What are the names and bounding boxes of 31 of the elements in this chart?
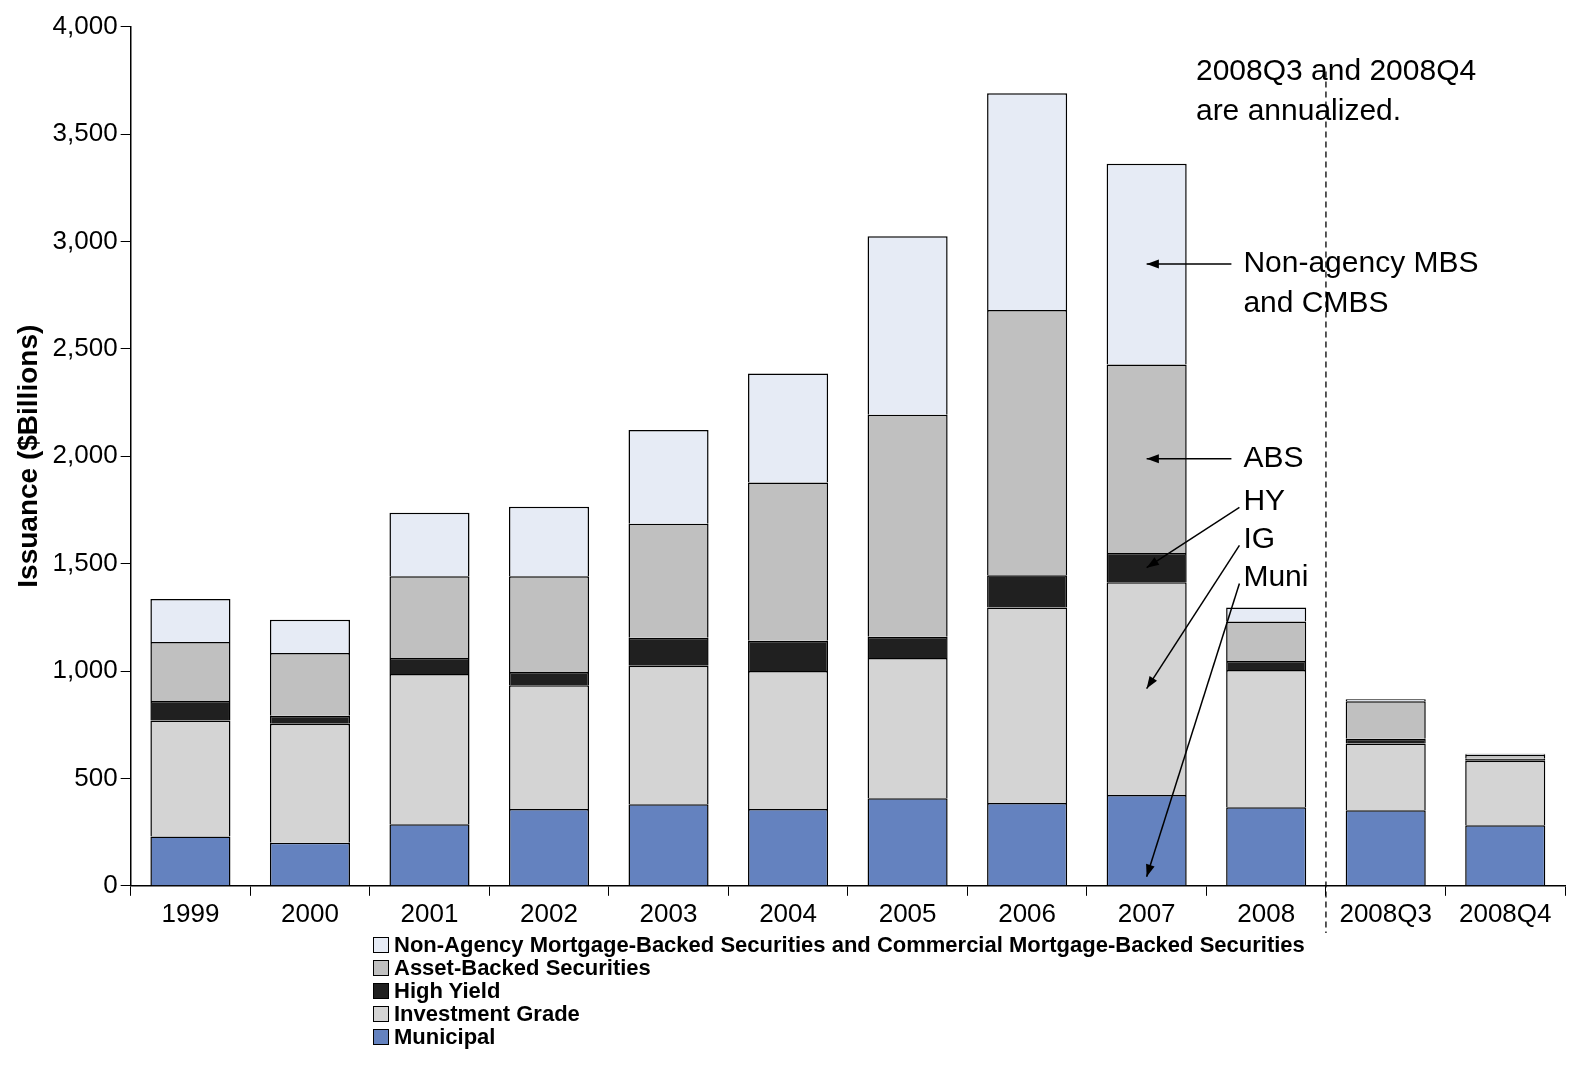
annotation: IG [1243,520,1276,554]
annotation: ABS [1243,440,1304,474]
annotation: Muni [1243,558,1309,592]
y-tick-label: 1,000 [52,654,118,685]
y-tick-label: 4,000 [52,9,118,40]
y-tick-label: 2,500 [52,331,118,362]
x-tick-label: 2003 [639,897,698,928]
annotation: HY [1243,482,1286,516]
annotation: 2008Q3 and 2008Q4 are annualized. [1195,52,1477,126]
y-tick-label: 2,000 [52,439,118,470]
x-tick-label: 2001 [400,897,459,928]
y-axis-title: Issuance ($Billions) [11,324,43,588]
x-tick-label: 2006 [998,897,1057,928]
y-tick-label: 3,500 [52,117,118,148]
y-tick-label: 500 [74,761,118,792]
x-tick-label: 2008Q4 [1458,897,1552,928]
x-tick-label: 1999 [161,897,220,928]
x-tick-label: 2008 [1237,897,1296,928]
y-tick-label: 3,000 [52,224,118,255]
x-tick-label: 2000 [281,897,339,928]
y-tick-label: 1,500 [52,546,118,577]
legend-label: Non-Agency Mortgage-Backed Securities and Commercial Mortgage-Backed Securities [394,932,1305,957]
annotation: Non-agency MBS and CMBS [1243,245,1479,319]
x-tick-label: 2008Q3 [1339,897,1432,928]
y-tick-label: 0 [103,868,118,899]
x-tick-label: 2005 [878,897,937,928]
x-tick-label: 2007 [1117,897,1176,928]
x-tick-label: 2004 [759,897,817,928]
x-tick-label: 2002 [520,897,578,928]
legend-label: Municipal [394,1024,496,1049]
legend-label: High Yield [394,978,501,1003]
